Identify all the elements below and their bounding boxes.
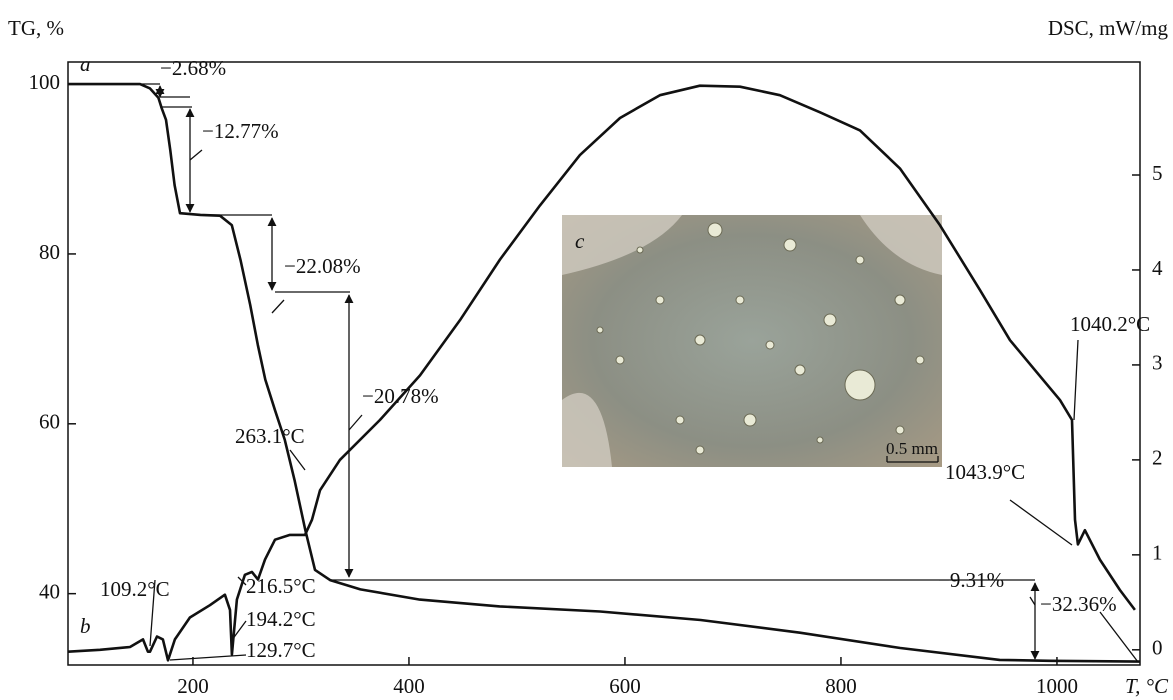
annotation: 1040.2°C — [1070, 312, 1150, 336]
annotation: −20.78% — [362, 384, 439, 408]
annotation: 194.2°C — [246, 607, 316, 631]
curve-label: b — [80, 614, 91, 638]
annotation: 129.7°C — [246, 638, 316, 662]
y2-tick-label: 4 — [1152, 256, 1163, 280]
plot-frame — [67, 61, 1141, 666]
y2-tick-label: 2 — [1152, 446, 1163, 470]
annotation: −12.77% — [202, 119, 279, 143]
y2-axis-title: DSC, mW/mg — [1048, 16, 1169, 40]
x-tick-label: 800 — [825, 674, 857, 698]
y2-tick-label: 1 — [1152, 541, 1163, 565]
curve-label: a — [80, 52, 91, 76]
y-tick-label: 60 — [39, 410, 60, 434]
annotation: −2.68% — [160, 56, 226, 80]
y-tick-label: 40 — [39, 579, 60, 603]
x-tick-label: 400 — [393, 674, 425, 698]
annotation: 1043.9°C — [945, 460, 1025, 484]
y-tick-label: 80 — [39, 240, 60, 264]
annotation: 216.5°C — [246, 574, 316, 598]
curve — [68, 82, 1141, 663]
annotation: −32.36% — [1040, 592, 1117, 616]
curve — [67, 84, 1136, 662]
x-tick-label: 600 — [609, 674, 641, 698]
y2-tick-label: 0 — [1152, 636, 1163, 660]
x-tick-label: 200 — [177, 674, 209, 698]
annotation: −22.08% — [284, 254, 361, 278]
y2-tick-label: 5 — [1152, 161, 1163, 185]
y2-tick-label: 3 — [1152, 351, 1163, 375]
scale-label: 0.5 mm — [886, 439, 938, 458]
y-axis-title: TG, % — [8, 16, 64, 40]
step-markers — [140, 83, 1139, 663]
annotation: 263.1°C — [235, 424, 305, 448]
annotation: 109.2°C — [100, 577, 170, 601]
x-axis-title: T, °C — [1125, 674, 1169, 698]
y-tick-label: 100 — [29, 70, 61, 94]
x-tick-label: 1000 — [1036, 674, 1078, 698]
inset-micrograph: c 0.5 mm — [562, 215, 942, 467]
annotation: −9.31% — [938, 568, 1004, 592]
inset-label: c — [575, 229, 585, 253]
